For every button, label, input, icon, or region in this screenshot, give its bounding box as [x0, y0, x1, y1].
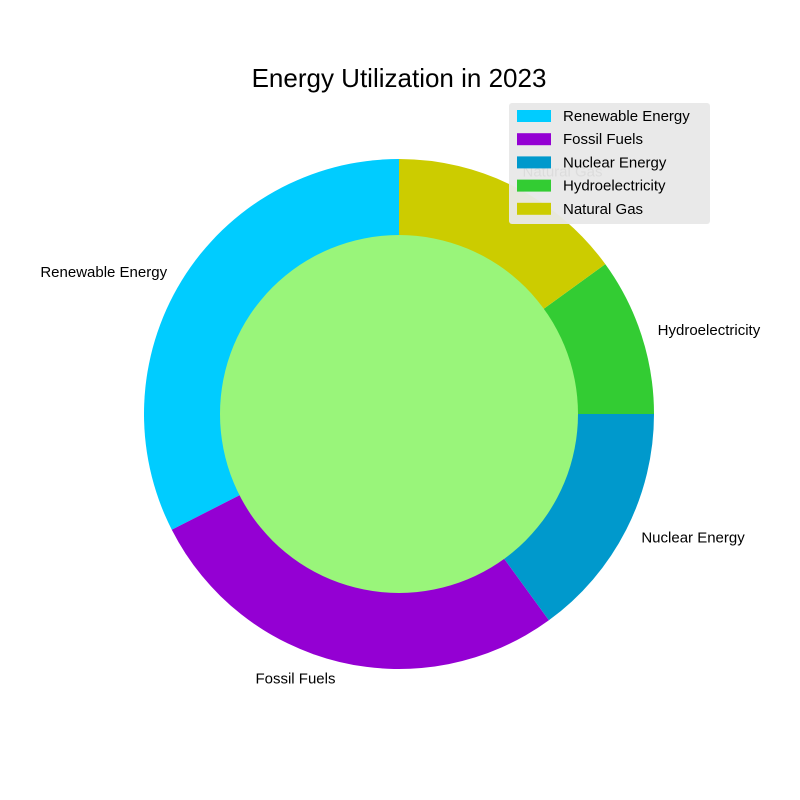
- donut-center: [220, 235, 578, 593]
- legend-label-natural-gas: Natural Gas: [563, 201, 643, 218]
- slice-label-renewable-energy: Renewable Energy: [40, 264, 167, 281]
- legend-swatch-renewable-energy: [517, 110, 551, 122]
- legend-label-fossil-fuels: Fossil Fuels: [563, 131, 643, 148]
- slice-label-fossil-fuels: Fossil Fuels: [255, 670, 335, 687]
- legend-swatch-fossil-fuels: [517, 133, 551, 146]
- legend: Renewable Energy Fossil Fuels Nuclear Ener…: [509, 103, 710, 224]
- slice-label-nuclear-energy: Nuclear Energy: [641, 529, 745, 546]
- legend-label-renewable-energy: Renewable Energy: [563, 108, 690, 125]
- legend-swatch-natural-gas: [517, 202, 551, 215]
- legend-label-nuclear-energy: Nuclear Energy: [563, 154, 667, 171]
- slice-label-hydroelectricity: Hydroelectricity: [658, 322, 761, 339]
- legend-box: [509, 103, 710, 224]
- legend-swatch-nuclear-energy: [517, 156, 551, 169]
- legend-label-hydroelectricity: Hydroelectricity: [563, 178, 666, 195]
- chart-title: Energy Utilization in 2023: [252, 63, 547, 93]
- legend-swatch-hydroelectricity: [517, 179, 551, 192]
